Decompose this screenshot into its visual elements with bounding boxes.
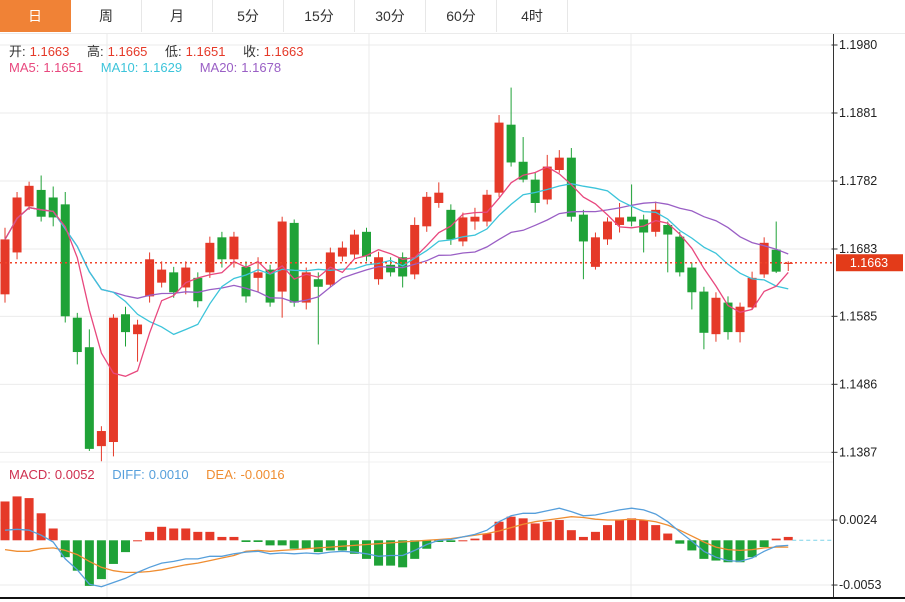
price-axis-labels: 1.1980 1.1881 1.1782 1.1683 1.1585 1.1486 1.13…: [839, 38, 877, 459]
period-tabbar: 日 周 月 5分 15分 30分 60分 4时: [0, 0, 905, 34]
last-price-badge: 1.1663: [836, 254, 903, 272]
dea-value: -0.0016: [240, 467, 285, 482]
dea-label: DEA:: [206, 467, 237, 482]
axis-tick-label: 1.1585: [839, 309, 877, 323]
macd-legend: MACD: 0.0052 DIFF: 0.0010 DEA: -0.0016: [9, 467, 289, 482]
diff-value: 0.0010: [148, 467, 189, 482]
ma-legend: MA5: 1.1651 MA10: 1.1629 MA20: 1.1678: [9, 60, 285, 75]
ma10-line: [4, 183, 789, 336]
open-value: 1.1663: [29, 44, 70, 59]
tab-4hour[interactable]: 4时: [497, 0, 568, 32]
low-value: 1.1651: [185, 44, 226, 59]
tab-5min[interactable]: 5分: [213, 0, 284, 32]
high-label: 高:: [87, 44, 104, 59]
candles: [0, 87, 793, 462]
tab-60min[interactable]: 60分: [426, 0, 497, 32]
macd-lines: [4, 507, 833, 588]
gridlines: [0, 33, 833, 598]
axis-tick-label: 0.0024: [839, 513, 877, 527]
ma20-line: [4, 201, 789, 303]
ma20-value: 1.1678: [241, 60, 282, 75]
macd-label: MACD:: [9, 467, 51, 482]
ma20-label: MA20:: [199, 60, 238, 75]
axes: [0, 33, 905, 599]
ma5-label: MA5:: [9, 60, 40, 75]
ma5-value: 1.1651: [43, 60, 84, 75]
tab-30min[interactable]: 30分: [355, 0, 426, 32]
macd-value: 0.0052: [54, 467, 95, 482]
tab-15min[interactable]: 15分: [284, 0, 355, 32]
diff-label: DIFF:: [112, 467, 145, 482]
macd-axis-labels: 0.0024 -0.0053: [839, 513, 881, 592]
axis-tick-label: -0.0053: [839, 578, 881, 592]
ohlc-legend: 开: 1.1663 高: 1.1665 低: 1.1651 收: 1.1663: [9, 41, 307, 60]
tab-month[interactable]: 月: [142, 0, 213, 32]
axis-tick-label: 1.1881: [839, 106, 877, 120]
ma-lines: [4, 166, 789, 377]
high-value: 1.1665: [107, 44, 148, 59]
open-label: 开:: [9, 44, 26, 59]
ma10-value: 1.1629: [142, 60, 183, 75]
macd-histogram: [0, 496, 793, 586]
tab-week[interactable]: 周: [71, 0, 142, 32]
tab-day[interactable]: 日: [0, 0, 71, 32]
ma10-label: MA10:: [100, 60, 139, 75]
axis-tick-label: 1.1980: [839, 38, 877, 52]
ma5-line: [4, 166, 789, 377]
low-label: 低:: [165, 44, 182, 59]
close-value: 1.1663: [263, 44, 304, 59]
last-price-badge-text: 1.1663: [850, 256, 888, 270]
close-label: 收:: [243, 44, 260, 59]
axis-tick-label: 1.1486: [839, 377, 877, 391]
axis-tick-label: 1.1387: [839, 445, 877, 459]
axis-tick-label: 1.1782: [839, 174, 877, 188]
axis-tick-label: 1.1683: [839, 242, 877, 256]
